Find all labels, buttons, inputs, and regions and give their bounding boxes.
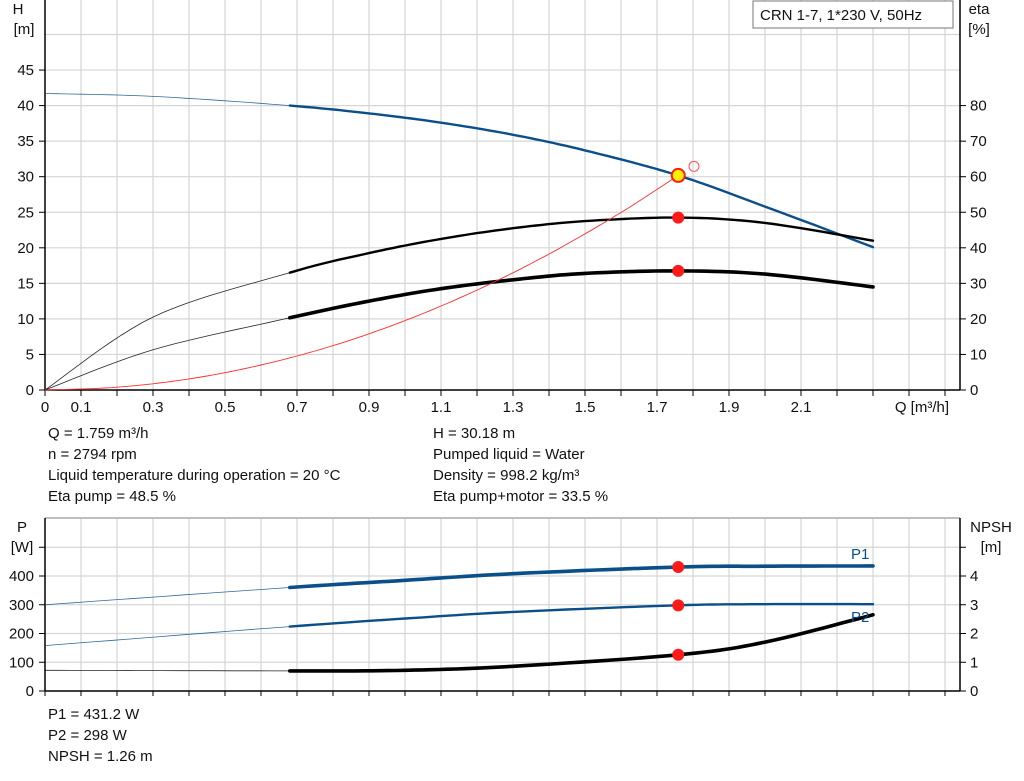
legend-frame xyxy=(752,0,954,29)
x-tick-label: 0.3 xyxy=(143,399,164,416)
x-tick-label: 2.1 xyxy=(791,399,812,416)
y-tick-label: 30 xyxy=(17,169,34,186)
y-right-tick-label: 2 xyxy=(970,626,978,643)
info-bottom: P1 = 431.2 W P2 = 298 W NPSH = 1.26 m xyxy=(48,704,153,767)
x-tick-label: 0.9 xyxy=(359,399,380,416)
series-line-eta_pump-extrapolated xyxy=(44,272,290,391)
y-right-tick-label: 4 xyxy=(970,568,978,585)
y-right-tick-label: 20 xyxy=(970,311,987,328)
y-tick-label: 15 xyxy=(17,275,34,292)
x-tick-label: 0.7 xyxy=(287,399,308,416)
p1-point xyxy=(672,561,685,574)
series-line-H xyxy=(288,104,875,249)
series-line-P2-extrapolated xyxy=(44,626,290,646)
x-tick-label: 0.5 xyxy=(215,399,236,416)
series-line-H-extrapolated xyxy=(44,93,290,106)
info-npsh: NPSH = 1.26 m xyxy=(48,748,153,765)
x-tick-label: 1.3 xyxy=(503,399,524,416)
series-line-NPSH-extrapolated xyxy=(45,669,290,672)
x-tick-label: 0 xyxy=(41,399,49,416)
info-density: Density = 998.2 kg/m³ xyxy=(433,467,580,484)
y-tick-label: 45 xyxy=(17,62,34,79)
y-tick-label: 400 xyxy=(9,568,34,585)
y-axis-label-h: H xyxy=(13,1,24,18)
y-tick-label: 25 xyxy=(17,204,34,221)
x-tick-label: 1.1 xyxy=(431,399,452,416)
series-line-P1-extrapolated xyxy=(44,587,290,606)
y-right-tick-label: 1 xyxy=(970,654,978,671)
x-tick-label: 1.7 xyxy=(647,399,668,416)
y-axis-unit-h: [m] xyxy=(14,21,35,38)
grid-top xyxy=(45,0,960,390)
info-h: H = 30.18 m xyxy=(433,425,516,442)
y-right-tick-label: 10 xyxy=(970,346,987,363)
info-q: Q = 1.759 m³/h xyxy=(48,425,149,442)
info-top-left: Q = 1.759 m³/h n = 2794 rpm Liquid tempe… xyxy=(48,423,340,507)
info-top-right: H = 30.18 m Pumped liquid = Water Densit… xyxy=(433,423,608,507)
series xyxy=(44,93,875,673)
y-axis-unit-p: [W] xyxy=(11,539,34,556)
y-right-tick-label: 80 xyxy=(970,98,987,115)
series-line-NPSH xyxy=(288,613,875,673)
y-tick-label: 20 xyxy=(17,240,34,257)
x-axis-label: Q [m³/h] xyxy=(895,399,949,416)
y-tick-label: 0 xyxy=(26,683,34,700)
y-tick-label: 35 xyxy=(17,133,34,150)
info-p1: P1 = 431.2 W xyxy=(48,706,140,723)
y-right-tick-label: 30 xyxy=(970,275,987,292)
info-temperature: Liquid temperature during operation = 20… xyxy=(48,467,341,484)
eta-pump-point xyxy=(672,211,685,224)
y-tick-label: 10 xyxy=(17,311,34,328)
info-eta-pump: Eta pump = 48.5 % xyxy=(48,488,176,505)
x-tick-label: 1.5 xyxy=(575,399,596,416)
x-tick-label: 1.9 xyxy=(719,399,740,416)
y-tick-label: 300 xyxy=(9,597,34,614)
y-axis-label-p: P xyxy=(17,519,27,536)
info-eta-pump-motor: Eta pump+motor = 33.5 % xyxy=(433,488,609,505)
y-tick-label: 0 xyxy=(26,382,34,399)
p2-point xyxy=(672,599,685,612)
series-label-p1: P1 xyxy=(851,546,869,563)
info-n: n = 2794 rpm xyxy=(48,446,137,463)
npsh-point xyxy=(672,648,685,661)
series-line-P1 xyxy=(288,564,875,590)
y-axis-unit-eta: [%] xyxy=(968,21,990,38)
series-line-eta_pump_motor xyxy=(288,269,875,320)
info-liquid: Pumped liquid = Water xyxy=(433,446,585,463)
y-axis-label-eta: eta xyxy=(969,1,991,18)
operating-points xyxy=(670,160,700,661)
duty-point-marker xyxy=(670,167,686,183)
x-tick-label: 0.1 xyxy=(71,399,92,416)
legend-box: CRN 1-7, 1*230 V, 50Hz xyxy=(752,0,954,29)
y-tick-label: 40 xyxy=(17,98,34,115)
y-right-tick-label: 50 xyxy=(970,204,987,221)
y-axis-unit-npsh: [m] xyxy=(981,539,1002,556)
series-line-system_curve xyxy=(44,175,679,391)
y-right-tick-label: 60 xyxy=(970,169,987,186)
requested-point-marker xyxy=(688,160,700,172)
y-tick-label: 5 xyxy=(26,346,34,363)
y-right-tick-label: 3 xyxy=(970,597,978,614)
y-right-tick-label: 40 xyxy=(970,240,987,257)
eta-pump-motor-point xyxy=(672,264,685,277)
y-tick-label: 100 xyxy=(9,654,34,671)
y-tick-label: 200 xyxy=(9,626,34,643)
series-line-eta_pump_motor-extrapolated xyxy=(44,317,290,391)
series-label-p2: P2 xyxy=(851,609,869,626)
y-right-tick-label: 0 xyxy=(970,382,978,399)
y-right-tick-label: 0 xyxy=(970,683,978,700)
y-axis-label-npsh: NPSH xyxy=(970,519,1012,536)
series-line-eta_pump xyxy=(288,216,875,274)
series-line-P2 xyxy=(288,602,875,628)
y-right-tick-label: 70 xyxy=(970,133,987,150)
info-p2: P2 = 298 W xyxy=(48,727,127,744)
chart-title: CRN 1-7, 1*230 V, 50Hz xyxy=(760,7,922,24)
